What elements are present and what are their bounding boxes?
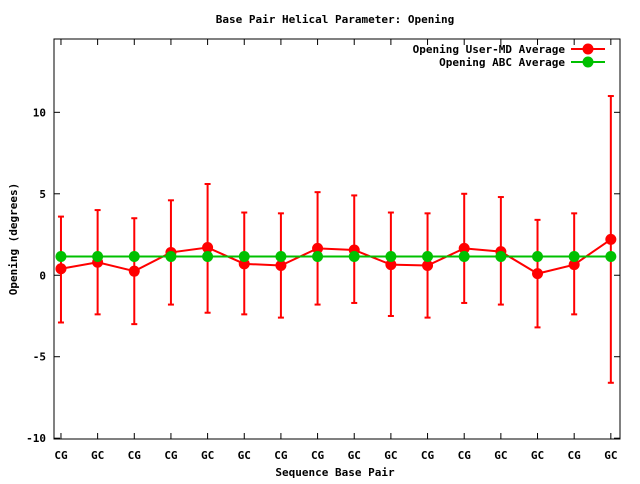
x-tick-label: CG: [458, 449, 472, 462]
data-point-user-md: [458, 242, 470, 254]
data-point-abc: [458, 251, 470, 263]
series-line-user-md: [60, 238, 612, 275]
data-point-abc: [605, 251, 617, 263]
legend-marker-abc: [582, 56, 594, 68]
x-tick-label: GC: [201, 449, 214, 462]
chart-marks: [55, 95, 617, 384]
data-point-abc: [495, 251, 507, 263]
x-tick-label: GC: [384, 449, 397, 462]
data-point-abc: [312, 251, 324, 263]
data-point-user-md: [55, 263, 67, 275]
data-point-abc: [422, 251, 434, 263]
x-tick-label: GC: [238, 449, 251, 462]
x-tick-label: CG: [311, 449, 325, 462]
x-tick-label: CG: [274, 449, 288, 462]
data-point-user-md: [275, 259, 287, 271]
data-point-user-md: [128, 265, 140, 277]
plot-frame: [53, 38, 621, 440]
y-axis-label: Opening (degrees): [7, 183, 20, 296]
axis-ticks: -10 -5 0 5 10 CG GC CG CG GC GC CG CG GC GC CG CG GC GC CG G…: [26, 39, 620, 462]
legend-label-user-md: Opening User-MD Average: [413, 43, 566, 56]
data-point-abc: [165, 251, 177, 263]
legend-marker-user-md: [582, 43, 594, 55]
y-tick-label: 10: [33, 106, 46, 119]
x-tick-label: GC: [348, 449, 361, 462]
data-point-abc: [202, 251, 214, 263]
data-point-user-md: [532, 268, 544, 280]
y-tick-label: -10: [26, 432, 46, 445]
data-point-user-md: [385, 259, 397, 271]
chart-title: Base Pair Helical Parameter: Opening: [216, 13, 454, 26]
x-tick-label: CG: [421, 449, 435, 462]
y-tick-label: -5: [33, 351, 46, 364]
data-point-abc: [128, 251, 140, 263]
data-point-user-md: [605, 233, 617, 245]
y-tick-label: 5: [39, 188, 46, 201]
data-point-abc: [385, 251, 397, 263]
data-point-abc: [532, 251, 544, 263]
data-point-abc: [568, 251, 580, 263]
data-point-user-md: [422, 259, 434, 271]
data-point-abc: [275, 251, 287, 263]
y-tick-label: 0: [39, 269, 46, 282]
x-tick-label: GC: [494, 449, 507, 462]
data-point-abc: [348, 251, 360, 263]
data-point-user-md: [202, 242, 214, 254]
data-point-user-md: [568, 259, 580, 271]
x-tick-label: CG: [164, 449, 178, 462]
x-tick-label: CG: [568, 449, 582, 462]
data-point-abc: [238, 251, 250, 263]
x-tick-label: GC: [604, 449, 617, 462]
x-tick-label: GC: [531, 449, 544, 462]
x-tick-label: CG: [128, 449, 142, 462]
data-point-abc: [92, 251, 104, 263]
data-point-user-md: [312, 242, 324, 254]
x-axis-label: Sequence Base Pair: [275, 466, 395, 479]
data-point-abc: [55, 251, 67, 263]
x-tick-label: CG: [54, 449, 68, 462]
legend-label-abc: Opening ABC Average: [439, 56, 565, 69]
x-tick-label: GC: [91, 449, 104, 462]
legend: Opening User-MD Average Opening ABC Aver…: [413, 43, 605, 69]
